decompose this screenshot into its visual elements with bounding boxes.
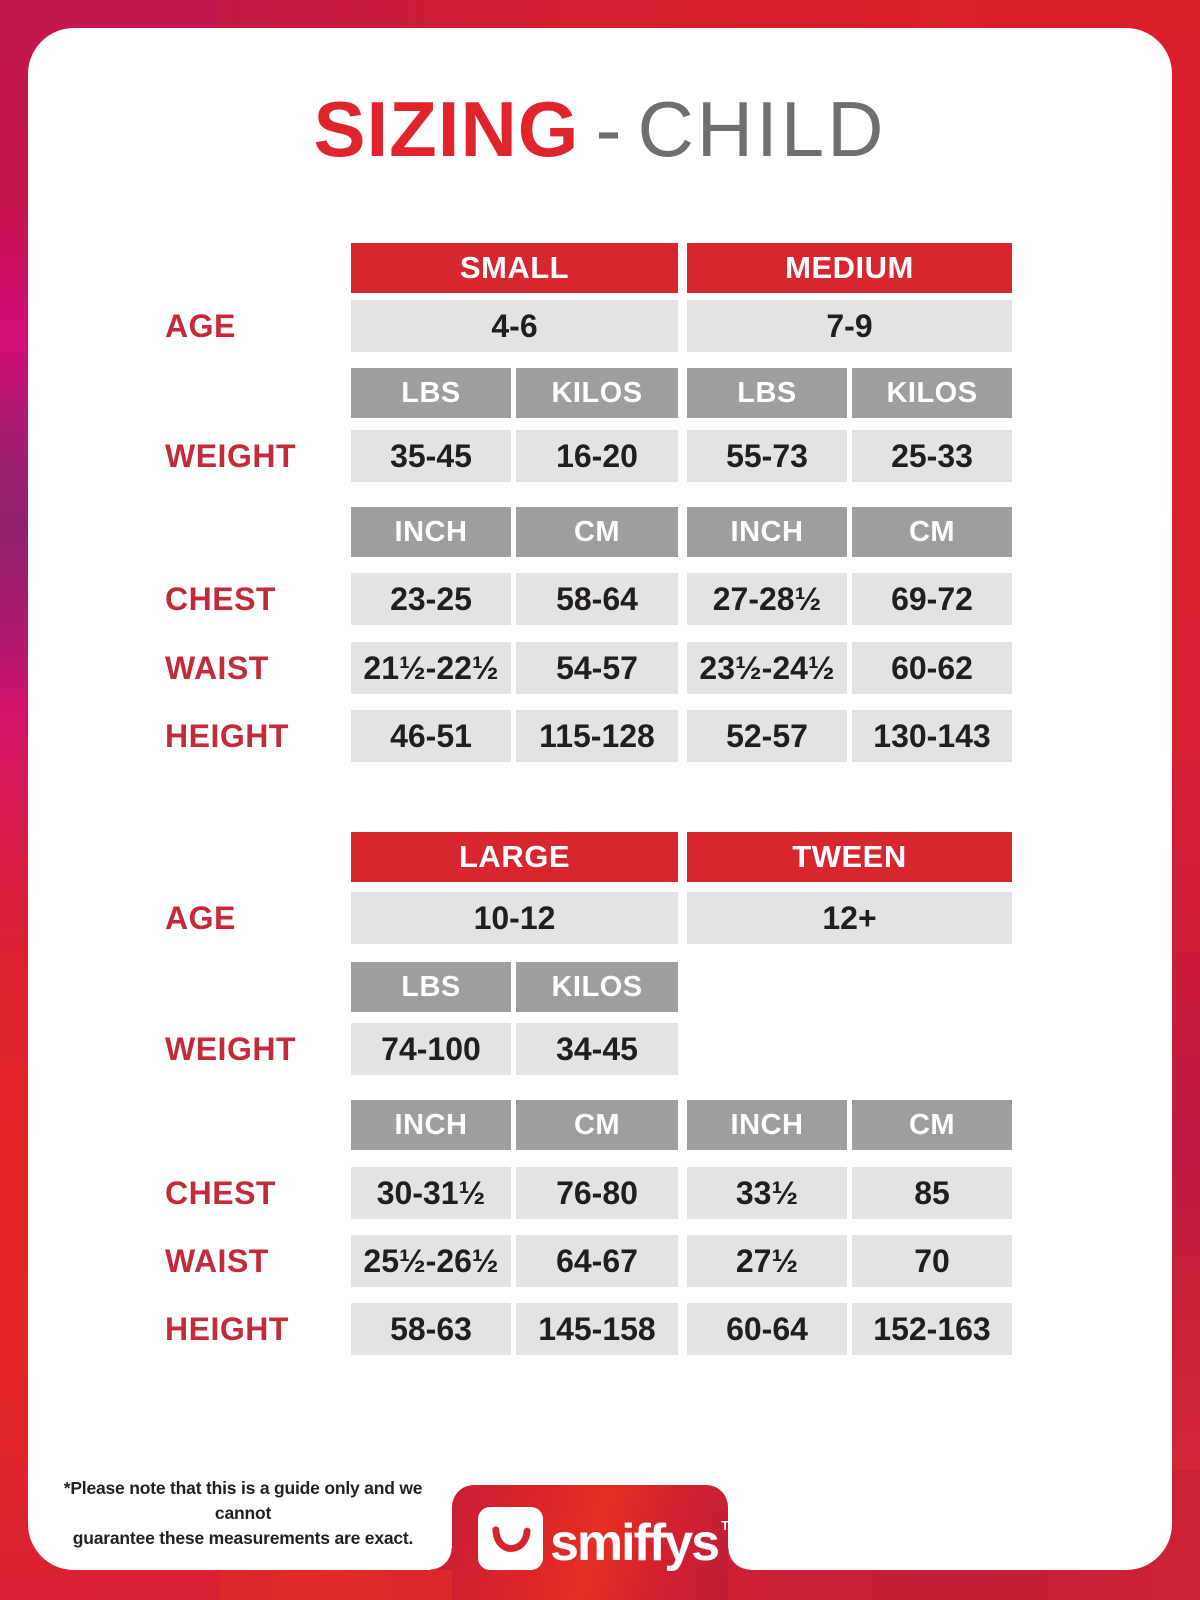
data-cell: 55-73 bbox=[687, 430, 847, 482]
unit-header-cell: LBS bbox=[687, 368, 847, 418]
table2-waist-row: WAIST 25½-26½ 64-67 27½ 70 bbox=[165, 1235, 1012, 1287]
table2-size-header-row: LARGE TWEEN bbox=[165, 832, 1012, 882]
row-label-height: HEIGHT bbox=[165, 717, 289, 754]
data-cell: 54-57 bbox=[516, 642, 678, 694]
data-cell: 52-57 bbox=[687, 710, 847, 762]
smiffys-wordmark: smiffys TM bbox=[550, 1513, 740, 1573]
unit-header-cell: CM bbox=[852, 1100, 1012, 1150]
unit-header-cell: LBS bbox=[351, 962, 511, 1012]
row-label-waist: WAIST bbox=[165, 649, 269, 686]
disclaimer-line-1: *Please note that this is a guide only a… bbox=[63, 1478, 423, 1523]
table1-weight-units-row: LBS KILOS LBS KILOS bbox=[165, 368, 1012, 418]
row-label-spacer bbox=[165, 962, 351, 1012]
data-cell: 12+ bbox=[687, 892, 1012, 944]
data-cell: 74-100 bbox=[351, 1023, 511, 1075]
unit-header-cell: INCH bbox=[687, 1100, 847, 1150]
row-label-spacer bbox=[165, 1100, 351, 1150]
smiffys-logo-panel: smiffys TM bbox=[430, 1485, 750, 1600]
data-cell: 76-80 bbox=[516, 1167, 678, 1219]
row-label-spacer bbox=[165, 368, 351, 418]
table2-age-row: AGE 10-12 12+ bbox=[165, 892, 1012, 944]
data-cell: 33½ bbox=[687, 1167, 847, 1219]
data-cell: 58-63 bbox=[351, 1303, 511, 1355]
unit-header-cell: CM bbox=[852, 507, 1012, 557]
table1-length-units-row: INCH CM INCH CM bbox=[165, 507, 1012, 557]
data-cell: 58-64 bbox=[516, 573, 678, 625]
table1-height-row: HEIGHT 46-51 115-128 52-57 130-143 bbox=[165, 710, 1012, 762]
unit-header-cell: KILOS bbox=[516, 368, 678, 418]
data-cell: 35-45 bbox=[351, 430, 511, 482]
row-label-spacer bbox=[165, 832, 351, 882]
data-cell: 130-143 bbox=[852, 710, 1012, 762]
row-label-chest: CHEST bbox=[165, 1174, 276, 1211]
data-cell: 69-72 bbox=[852, 573, 1012, 625]
data-cell: 4-6 bbox=[351, 300, 678, 352]
data-cell: 23-25 bbox=[351, 573, 511, 625]
table2-height-row: HEIGHT 58-63 145-158 60-64 152-163 bbox=[165, 1303, 1012, 1355]
table1-weight-row: WEIGHT 35-45 16-20 55-73 25-33 bbox=[165, 430, 1012, 482]
unit-header-cell: INCH bbox=[351, 507, 511, 557]
data-cell: 60-64 bbox=[687, 1303, 847, 1355]
row-label-age: AGE bbox=[165, 899, 236, 936]
size-header-cell: TWEEN bbox=[687, 832, 1012, 882]
brand-text: smiffys bbox=[550, 1514, 720, 1572]
data-cell: 145-158 bbox=[516, 1303, 678, 1355]
page-title: SIZING - CHILD bbox=[28, 84, 1172, 175]
unit-header-cell: LBS bbox=[351, 368, 511, 418]
trademark-symbol: TM bbox=[721, 1518, 740, 1533]
unit-header-cell: CM bbox=[516, 1100, 678, 1150]
unit-header-cell: KILOS bbox=[852, 368, 1012, 418]
title-sizing: SIZING bbox=[313, 85, 580, 173]
data-cell: 27½ bbox=[687, 1235, 847, 1287]
row-label-weight: WEIGHT bbox=[165, 1030, 296, 1067]
data-cell: 10-12 bbox=[351, 892, 678, 944]
unit-header-cell: KILOS bbox=[516, 962, 678, 1012]
data-cell: 115-128 bbox=[516, 710, 678, 762]
table1-size-header-row: SMALL MEDIUM bbox=[165, 243, 1012, 293]
row-label-chest: CHEST bbox=[165, 580, 276, 617]
sizing-card: SIZING - CHILD SMALL MEDIUM AGE 4-6 7-9 LB… bbox=[28, 28, 1172, 1570]
data-cell: 30-31½ bbox=[351, 1167, 511, 1219]
data-cell: 16-20 bbox=[516, 430, 678, 482]
data-cell: 70 bbox=[852, 1235, 1012, 1287]
data-cell: 64-67 bbox=[516, 1235, 678, 1287]
table2-weight-row: WEIGHT 74-100 34-45 bbox=[165, 1023, 687, 1075]
size-header-cell: SMALL bbox=[351, 243, 678, 293]
data-cell: 85 bbox=[852, 1167, 1012, 1219]
data-cell: 60-62 bbox=[852, 642, 1012, 694]
data-cell: 7-9 bbox=[687, 300, 1012, 352]
data-cell: 27-28½ bbox=[687, 573, 847, 625]
data-cell: 23½-24½ bbox=[687, 642, 847, 694]
size-header-cell: MEDIUM bbox=[687, 243, 1012, 293]
row-label-age: AGE bbox=[165, 307, 236, 344]
table1-age-row: AGE 4-6 7-9 bbox=[165, 300, 1012, 352]
disclaimer-line-2: guarantee these measurements are exact. bbox=[72, 1528, 414, 1548]
logo-panel-right-fillet bbox=[728, 1548, 750, 1570]
table1-waist-row: WAIST 21½-22½ 54-57 23½-24½ 60-62 bbox=[165, 642, 1012, 694]
row-label-height: HEIGHT bbox=[165, 1310, 289, 1347]
row-label-waist: WAIST bbox=[165, 1242, 269, 1279]
title-child: CHILD bbox=[637, 85, 887, 173]
disclaimer-note: *Please note that this is a guide only a… bbox=[58, 1476, 428, 1551]
row-label-weight: WEIGHT bbox=[165, 437, 296, 474]
table1-chest-row: CHEST 23-25 58-64 27-28½ 69-72 bbox=[165, 573, 1012, 625]
data-cell: 25-33 bbox=[852, 430, 1012, 482]
data-cell: 21½-22½ bbox=[351, 642, 511, 694]
table2-chest-row: CHEST 30-31½ 76-80 33½ 85 bbox=[165, 1167, 1012, 1219]
unit-header-cell: CM bbox=[516, 507, 678, 557]
unit-header-cell: INCH bbox=[351, 1100, 511, 1150]
size-header-cell: LARGE bbox=[351, 832, 678, 882]
table2-length-units-row: INCH CM INCH CM bbox=[165, 1100, 1012, 1150]
smiffys-smile-icon bbox=[478, 1507, 543, 1570]
row-label-spacer bbox=[165, 507, 351, 557]
logo-panel-left-fillet bbox=[430, 1548, 452, 1570]
data-cell: 25½-26½ bbox=[351, 1235, 511, 1287]
table2-weight-units-row: LBS KILOS bbox=[165, 962, 687, 1012]
data-cell: 46-51 bbox=[351, 710, 511, 762]
row-label-spacer bbox=[165, 243, 351, 293]
data-cell: 34-45 bbox=[516, 1023, 678, 1075]
unit-header-cell: INCH bbox=[687, 507, 847, 557]
data-cell: 152-163 bbox=[852, 1303, 1012, 1355]
title-separator: - bbox=[595, 85, 622, 173]
